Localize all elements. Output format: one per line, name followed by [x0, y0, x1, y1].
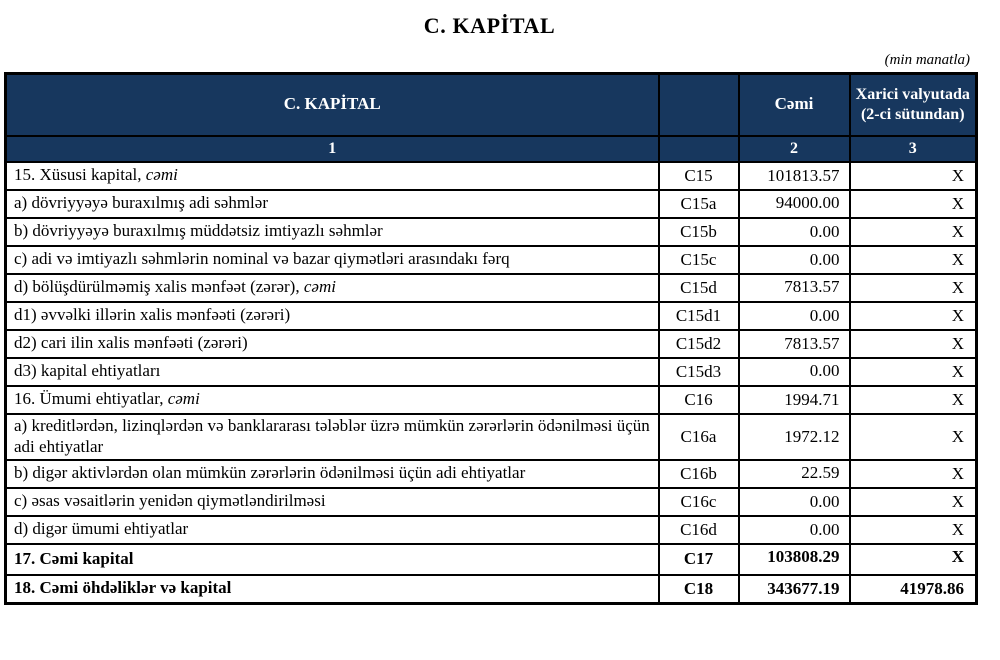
table-row-c15: 15. Xüsusi kapital, cəmi C15 101813.57 X	[4, 160, 978, 191]
row-foreign: X	[848, 244, 978, 275]
row-label: c) əsas vəsaitlərin yenidən qiymətləndir…	[4, 486, 660, 517]
table-row-c15c: c) adi və imtiyazlı səhmlərin nominal və…	[4, 244, 978, 275]
header-index-code	[657, 134, 740, 163]
table-row-c16b: b) digər aktivlərdən olan mümkün zərərlə…	[4, 458, 978, 489]
row-code: C16a	[657, 412, 740, 461]
header-col-foreign: Xarici valyutada (2-ci sütundan)	[848, 72, 978, 137]
row-code: C16c	[657, 486, 740, 517]
row-total: 343677.19	[737, 573, 851, 605]
table-row-c16d: d) digər ümumi ehtiyatlar C16d 0.00 X	[4, 514, 978, 545]
table-row-c16a: a) kreditlərdən, lizinqlərdən və banklar…	[4, 412, 978, 461]
row-code: C16d	[657, 514, 740, 545]
row-foreign: X	[848, 458, 978, 489]
report-sheet: C. KAPİTAL (min manatla) C. KAPİTAL Cəmi…	[4, 0, 978, 605]
row-total: 101813.57	[737, 160, 851, 191]
table-body: 15. Xüsusi kapital, cəmi C15 101813.57 X…	[4, 160, 978, 605]
table-row-c18: 18. Cəmi öhdəliklər və kapital C18 34367…	[4, 573, 978, 605]
row-total: 0.00	[737, 356, 851, 387]
header-index-label: 1	[4, 134, 660, 163]
table-header: C. KAPİTAL Cəmi Xarici valyutada (2-ci s…	[4, 72, 978, 163]
table-row-c15d1: d1) əvvəlki illərin xalis mənfəəti (zərə…	[4, 300, 978, 331]
table-row-c15d2: d2) cari ilin xalis mənfəəti (zərəri) C1…	[4, 328, 978, 359]
table-row-c15d: d) bölüşdürülməmiş xalis mənfəət (zərər)…	[4, 272, 978, 303]
row-foreign: X	[848, 412, 978, 461]
row-total: 94000.00	[737, 188, 851, 219]
row-total: 0.00	[737, 486, 851, 517]
row-foreign: X	[848, 328, 978, 359]
row-label: a) kreditlərdən, lizinqlərdən və banklar…	[4, 412, 660, 461]
row-total: 1972.12	[737, 412, 851, 461]
table-row-c16: 16. Ümumi ehtiyatlar, cəmi C16 1994.71 X	[4, 384, 978, 415]
row-label: d) digər ümumi ehtiyatlar	[4, 514, 660, 545]
capital-table: C. KAPİTAL Cəmi Xarici valyutada (2-ci s…	[4, 72, 978, 605]
row-total: 0.00	[737, 300, 851, 331]
row-total: 103808.29	[737, 542, 851, 576]
row-label: 15. Xüsusi kapital, cəmi	[4, 160, 660, 191]
row-label: d) bölüşdürülməmiş xalis mənfəət (zərər)…	[4, 272, 660, 303]
table-row-c16c: c) əsas vəsaitlərin yenidən qiymətləndir…	[4, 486, 978, 517]
row-label: d1) əvvəlki illərin xalis mənfəəti (zərə…	[4, 300, 660, 331]
row-foreign: X	[848, 514, 978, 545]
row-label: b) digər aktivlərdən olan mümkün zərərlə…	[4, 458, 660, 489]
row-total: 22.59	[737, 458, 851, 489]
row-total: 0.00	[737, 216, 851, 247]
row-foreign: X	[848, 486, 978, 517]
row-code: C15a	[657, 188, 740, 219]
row-foreign: X	[848, 272, 978, 303]
row-code: C15c	[657, 244, 740, 275]
row-code: C15d1	[657, 300, 740, 331]
row-foreign: X	[848, 188, 978, 219]
row-foreign: X	[848, 542, 978, 576]
row-code: C15	[657, 160, 740, 191]
row-foreign: X	[848, 356, 978, 387]
row-foreign: X	[848, 384, 978, 415]
row-code: C15d3	[657, 356, 740, 387]
page-title: C. KAPİTAL	[423, 13, 556, 38]
row-code: C16	[657, 384, 740, 415]
table-row-c15a: a) dövriyyəyə buraxılmış adi səhmlər C15…	[4, 188, 978, 219]
row-foreign: 41978.86	[848, 573, 978, 605]
row-code: C15d2	[657, 328, 740, 359]
row-label: a) dövriyyəyə buraxılmış adi səhmlər	[4, 188, 660, 219]
row-code: C15d	[657, 272, 740, 303]
header-row-indices: 1 2 3	[4, 134, 978, 163]
header-index-total: 2	[737, 134, 851, 163]
row-code: C15b	[657, 216, 740, 247]
row-foreign: X	[848, 216, 978, 247]
header-col-total: Cəmi	[737, 72, 851, 137]
row-label: d3) kapital ehtiyatları	[4, 356, 660, 387]
row-label: 18. Cəmi öhdəliklər və kapital	[4, 573, 660, 605]
row-code: C17	[657, 542, 740, 576]
row-foreign: X	[848, 160, 978, 191]
header-col-code	[657, 72, 740, 137]
row-total: 1994.71	[737, 384, 851, 415]
header-row-titles: C. KAPİTAL Cəmi Xarici valyutada (2-ci s…	[4, 72, 978, 137]
row-code: C18	[657, 573, 740, 605]
row-code: C16b	[657, 458, 740, 489]
row-total: 7813.57	[737, 328, 851, 359]
header-col-label: C. KAPİTAL	[4, 72, 660, 137]
row-label: 16. Ümumi ehtiyatlar, cəmi	[4, 384, 660, 415]
row-total: 0.00	[737, 244, 851, 275]
table-row-c17: 17. Cəmi kapital C17 103808.29 X	[4, 542, 978, 576]
row-total: 7813.57	[737, 272, 851, 303]
row-label: 17. Cəmi kapital	[4, 542, 660, 576]
row-foreign: X	[848, 300, 978, 331]
unit-note: (min manatla)	[884, 52, 970, 68]
row-label: c) adi və imtiyazlı səhmlərin nominal və…	[4, 244, 660, 275]
table-row-c15b: b) dövriyyəyə buraxılmış müddətsiz imtiy…	[4, 216, 978, 247]
header-index-foreign: 3	[848, 134, 978, 163]
table-row-c15d3: d3) kapital ehtiyatları C15d3 0.00 X	[4, 356, 978, 387]
row-label: d2) cari ilin xalis mənfəəti (zərəri)	[4, 328, 660, 359]
row-label: b) dövriyyəyə buraxılmış müddətsiz imtiy…	[4, 216, 660, 247]
row-total: 0.00	[737, 514, 851, 545]
